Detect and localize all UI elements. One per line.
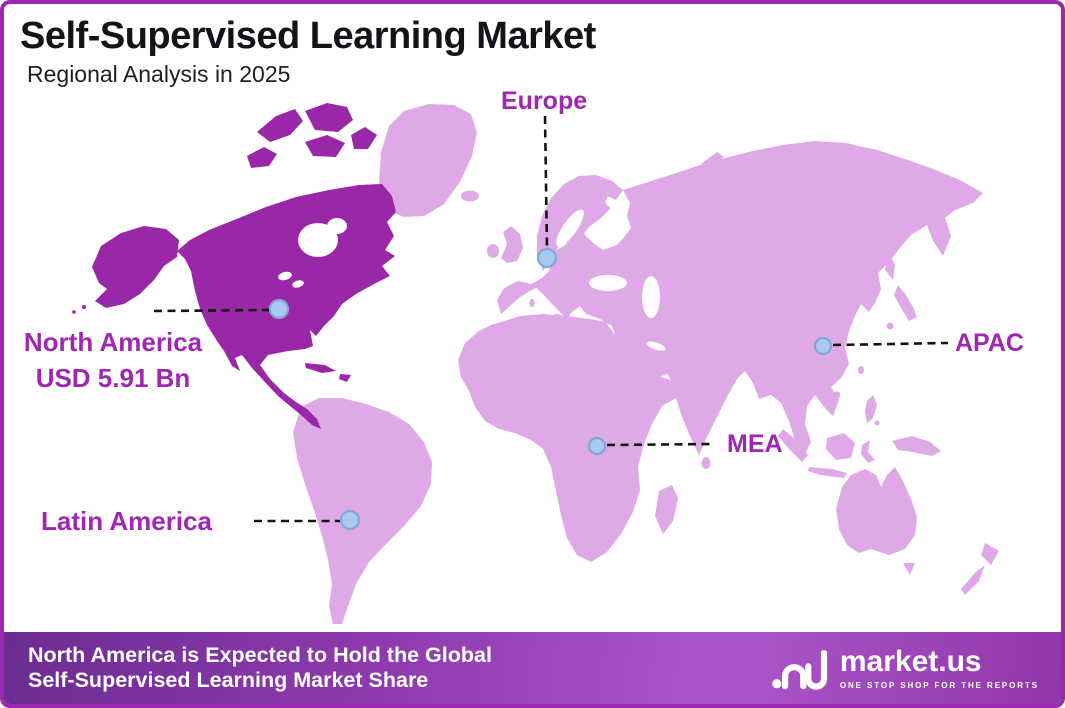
annotations <box>153 115 949 531</box>
sardinia <box>529 299 535 307</box>
japan-south-island <box>886 322 894 330</box>
ireland <box>487 244 499 258</box>
marketus-logo: market.us ONE STOP SHOP FOR THE REPORTS <box>771 642 1039 694</box>
arctic-island <box>305 103 353 132</box>
madagascar <box>655 485 678 534</box>
eurasia <box>497 141 983 458</box>
brand-tagline: ONE STOP SHOP FOR THE REPORTS <box>839 680 1039 690</box>
europe-marker <box>536 247 558 269</box>
page-subtitle: Regional Analysis in 2025 <box>27 60 291 87</box>
latin-america-marker <box>339 509 361 531</box>
aleutian-island <box>72 310 76 314</box>
new-guinea <box>892 436 941 456</box>
baltic-sea <box>556 209 584 247</box>
marketus-logo-text: market.us ONE STOP SHOP FOR THE REPORTS <box>839 644 1039 690</box>
region-label-mea: MEA <box>727 430 783 458</box>
italy <box>537 285 568 315</box>
north-america-label-text: North America <box>23 327 203 357</box>
header: Self-Supervised Learning Market Regional… <box>20 14 596 88</box>
tasmania <box>903 563 915 575</box>
united-kingdom <box>501 226 523 263</box>
region-label-europe: Europe <box>501 87 588 115</box>
africa <box>458 314 688 562</box>
alaska <box>92 226 179 308</box>
hainan <box>833 391 841 399</box>
sakhalin <box>885 253 895 280</box>
sulawesi <box>861 440 875 463</box>
world-map <box>72 103 999 624</box>
japan <box>894 285 917 321</box>
north-america-marker <box>268 298 290 320</box>
great-lake <box>292 280 304 288</box>
footer-headline-line1: North America is Expected to Hold the Gl… <box>28 643 492 667</box>
region-label-apac: APAC <box>955 329 1024 357</box>
philippines-south <box>874 420 880 426</box>
novaya-zemlya <box>701 152 724 169</box>
arctic-island <box>247 147 277 168</box>
new-zealand-north <box>981 543 999 565</box>
south-america <box>293 398 432 624</box>
inland-seas <box>278 197 666 351</box>
mea-leader-line <box>606 442 714 447</box>
white-sea <box>605 197 615 207</box>
philippines <box>865 395 877 423</box>
iceland <box>461 190 479 202</box>
region-label-north-america: North America USD 5.91 Bn <box>12 324 214 396</box>
north-america-value: USD 5.91 Bn <box>35 363 191 393</box>
cuba <box>305 363 336 373</box>
new-zealand-south <box>961 565 985 595</box>
australia <box>836 467 917 555</box>
aleutian-island <box>82 305 86 309</box>
north-america-leader-line <box>153 308 270 313</box>
footer-banner: North America is Expected to Hold the Gl… <box>4 632 1061 704</box>
java <box>808 467 847 478</box>
base-landmasses <box>293 104 999 624</box>
apac-leader-line <box>832 341 949 347</box>
marketus-logo-icon <box>772 649 827 690</box>
black-sea <box>589 275 627 291</box>
apac-marker <box>813 336 833 356</box>
hudson-bay <box>298 223 338 257</box>
europe-leader-line <box>543 115 549 250</box>
region-label-latin-america: Latin America <box>41 506 212 536</box>
hispaniola <box>339 374 351 382</box>
arctic-island <box>257 109 303 142</box>
brand-name: market.us <box>839 644 982 678</box>
taiwan <box>858 366 864 374</box>
great-lake <box>278 271 292 281</box>
mea-marker <box>587 436 607 456</box>
borneo <box>826 433 855 460</box>
arctic-island <box>305 135 345 157</box>
arctic-island <box>351 127 377 149</box>
footer-headline-line2: Self-Supervised Learning Market Share <box>28 668 429 692</box>
caspian-sea <box>642 276 660 318</box>
greenland <box>379 104 477 217</box>
page-title: Self-Supervised Learning Market <box>20 15 596 57</box>
persian-gulf <box>646 341 666 351</box>
sri-lanka <box>701 457 711 469</box>
footer-headline: North America is Expected to Hold the Gl… <box>28 643 492 693</box>
sumatra <box>778 429 808 462</box>
hudson-bay-east <box>327 218 347 234</box>
